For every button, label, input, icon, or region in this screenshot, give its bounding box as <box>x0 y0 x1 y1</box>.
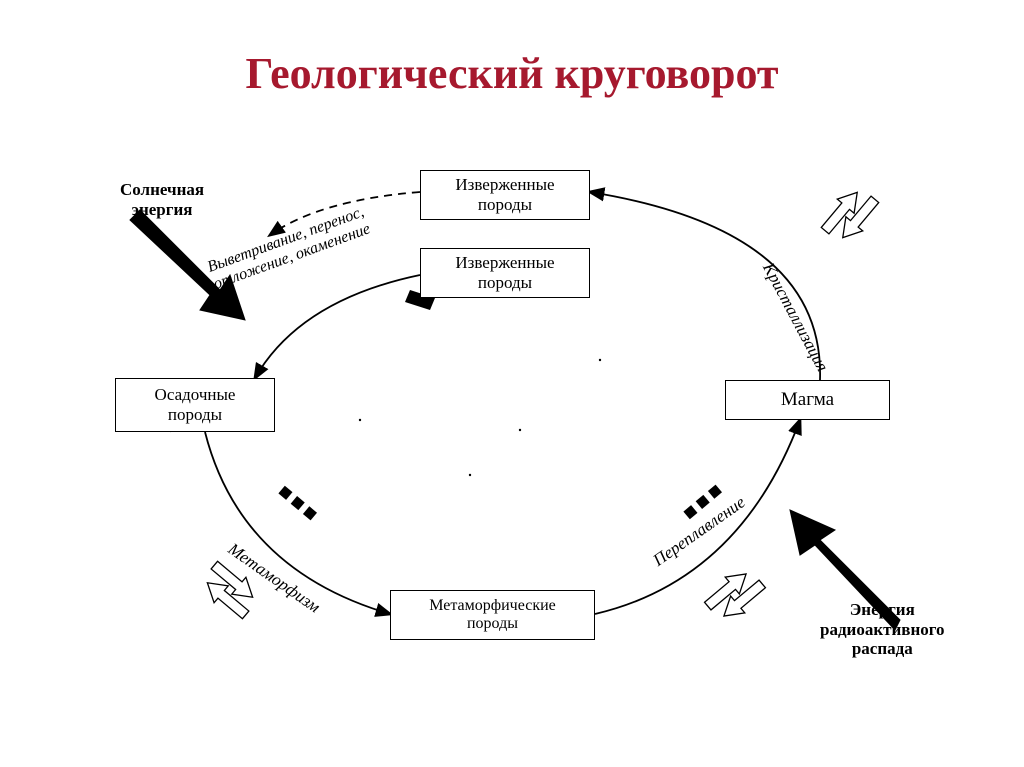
speck-2 <box>599 359 601 361</box>
node-sedimentary: Осадочные породы <box>115 378 275 432</box>
cycle-arrow-ign_to_sed <box>255 275 420 378</box>
node-metamorphic: Метаморфические породы <box>390 590 595 640</box>
hollow-pair-hp_bottom_right <box>701 562 770 629</box>
node-igneous_top: Изверженные породы <box>420 170 590 220</box>
node-igneous_mid: Изверженные породы <box>420 248 590 298</box>
dotted-squares-ds_left <box>278 486 317 521</box>
speck-0 <box>359 419 361 421</box>
node-magma: Магма <box>725 380 890 420</box>
hollow-pair-hp_top_right <box>817 181 884 250</box>
speck-3 <box>469 474 471 476</box>
speck-1 <box>519 429 521 431</box>
external-label-radio: Энергия радиоактивного распада <box>820 600 945 659</box>
cycle-arrow-meta_to_mag <box>595 420 800 614</box>
external-label-solar: Солнечная энергия <box>120 180 204 219</box>
